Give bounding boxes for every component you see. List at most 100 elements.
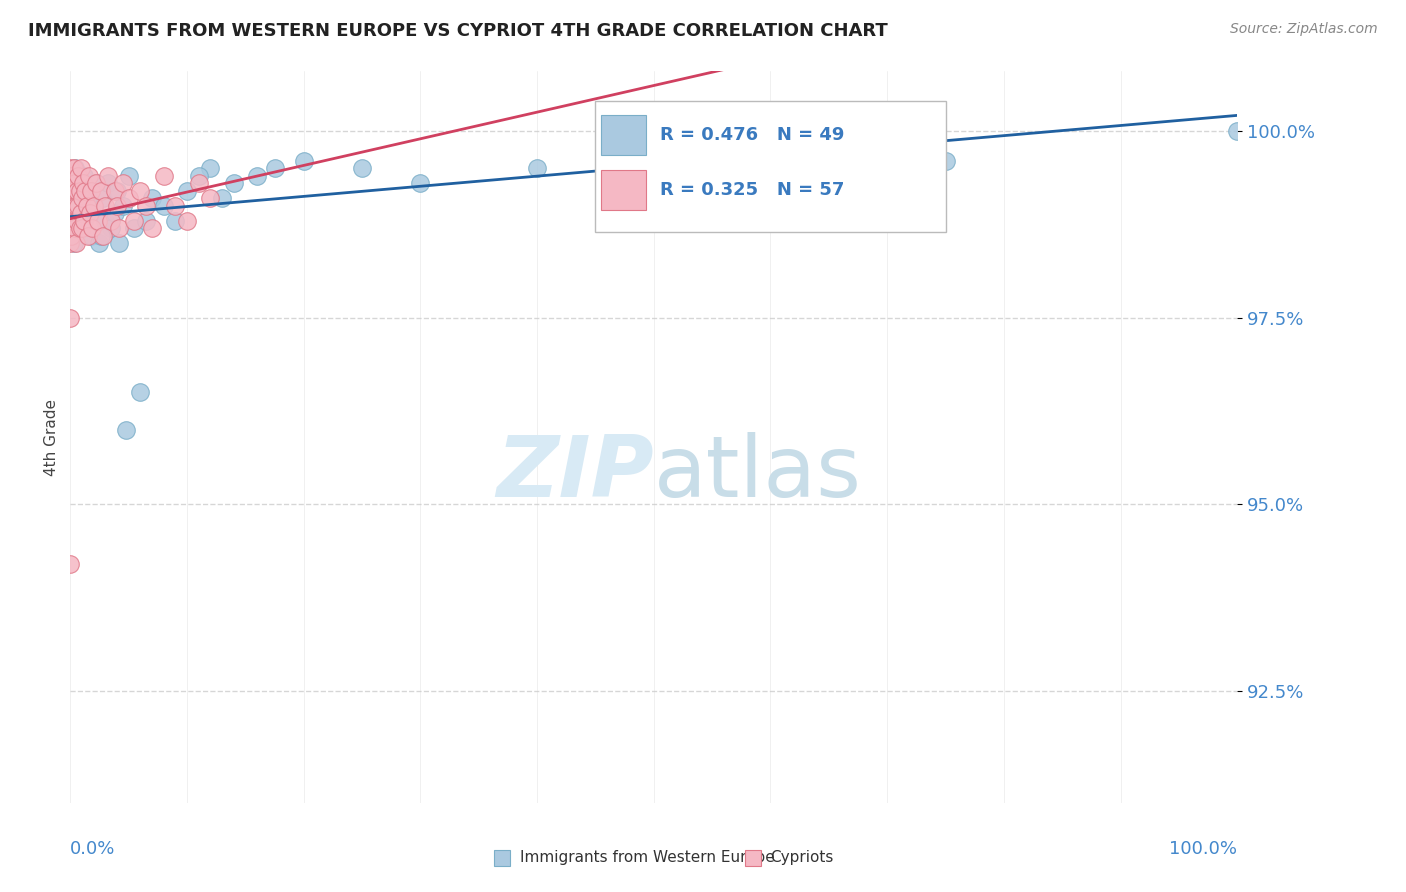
Point <box>73 169 96 183</box>
Point <box>187 169 209 183</box>
Point <box>66 213 89 227</box>
Point <box>352 161 374 176</box>
Point <box>526 161 548 176</box>
Point <box>80 228 103 243</box>
Point <box>70 221 93 235</box>
Point <box>135 213 157 227</box>
Point <box>246 169 269 183</box>
Point <box>62 199 84 213</box>
Point <box>94 199 117 213</box>
Point <box>59 235 82 250</box>
Point <box>76 206 98 220</box>
Point <box>165 213 187 227</box>
Point <box>80 184 103 198</box>
Point <box>104 184 127 198</box>
Point <box>91 228 114 243</box>
FancyBboxPatch shape <box>602 170 645 211</box>
Point <box>70 191 93 205</box>
Point <box>108 235 131 250</box>
Point <box>124 221 146 235</box>
Point <box>76 191 98 205</box>
Point <box>84 177 107 191</box>
Point <box>200 161 222 176</box>
Point <box>63 177 86 191</box>
Point <box>934 153 956 168</box>
Text: 0.0%: 0.0% <box>70 840 115 858</box>
Point <box>135 199 157 213</box>
Point <box>60 199 83 213</box>
Point <box>76 228 98 243</box>
Point <box>66 184 89 198</box>
Point <box>67 177 90 191</box>
Point <box>62 184 84 198</box>
Point <box>59 310 82 325</box>
Text: ZIP: ZIP <box>496 432 654 516</box>
Point <box>129 385 152 400</box>
Point <box>73 213 96 227</box>
Point <box>83 199 105 213</box>
Point <box>59 557 82 571</box>
Point <box>105 199 128 213</box>
Point <box>97 177 120 191</box>
Point <box>69 221 91 235</box>
Point <box>84 177 107 191</box>
Text: R = 0.325   N = 57: R = 0.325 N = 57 <box>659 181 844 199</box>
Y-axis label: 4th Grade: 4th Grade <box>44 399 59 475</box>
Point <box>111 177 134 191</box>
Point <box>111 199 134 213</box>
Point <box>91 191 114 205</box>
Point <box>152 169 174 183</box>
Point <box>65 199 87 213</box>
Point <box>90 184 112 198</box>
Point <box>59 161 82 176</box>
Point <box>108 221 131 235</box>
Point <box>176 184 198 198</box>
Point <box>90 228 112 243</box>
Point <box>118 191 141 205</box>
Point <box>118 169 141 183</box>
Point <box>141 191 163 205</box>
Point <box>94 213 117 227</box>
Point <box>165 199 187 213</box>
Point <box>292 153 315 168</box>
Point <box>211 191 233 205</box>
Point <box>77 169 100 183</box>
Point <box>63 161 86 176</box>
Point <box>200 191 222 205</box>
Point <box>62 213 84 227</box>
Point <box>187 177 209 191</box>
Point <box>66 213 89 227</box>
Point <box>69 206 91 220</box>
Point <box>65 199 87 213</box>
Point <box>643 146 665 161</box>
Point <box>69 221 91 235</box>
Point <box>89 235 111 250</box>
Point <box>124 213 146 227</box>
Point <box>105 184 128 198</box>
Text: IMMIGRANTS FROM WESTERN EUROPE VS CYPRIOT 4TH GRADE CORRELATION CHART: IMMIGRANTS FROM WESTERN EUROPE VS CYPRIO… <box>28 22 887 40</box>
Point <box>62 235 84 250</box>
FancyBboxPatch shape <box>602 115 645 155</box>
FancyBboxPatch shape <box>596 101 945 232</box>
Text: R = 0.476   N = 49: R = 0.476 N = 49 <box>659 126 844 144</box>
Point <box>60 228 83 243</box>
Point <box>100 213 122 227</box>
Point <box>59 184 82 198</box>
Text: Cypriots: Cypriots <box>770 850 834 865</box>
Point <box>409 177 432 191</box>
Text: atlas: atlas <box>654 432 862 516</box>
Point <box>263 161 285 176</box>
Point <box>79 206 101 220</box>
Point <box>100 221 122 235</box>
Point <box>104 206 127 220</box>
Point <box>1226 124 1249 138</box>
Point <box>67 199 90 213</box>
Text: Immigrants from Western Europe: Immigrants from Western Europe <box>520 850 775 865</box>
Point <box>69 161 91 176</box>
Point <box>65 235 87 250</box>
Point <box>67 169 90 183</box>
Point <box>152 199 174 213</box>
Point <box>759 139 782 153</box>
Point <box>87 213 110 227</box>
Point <box>59 213 82 227</box>
